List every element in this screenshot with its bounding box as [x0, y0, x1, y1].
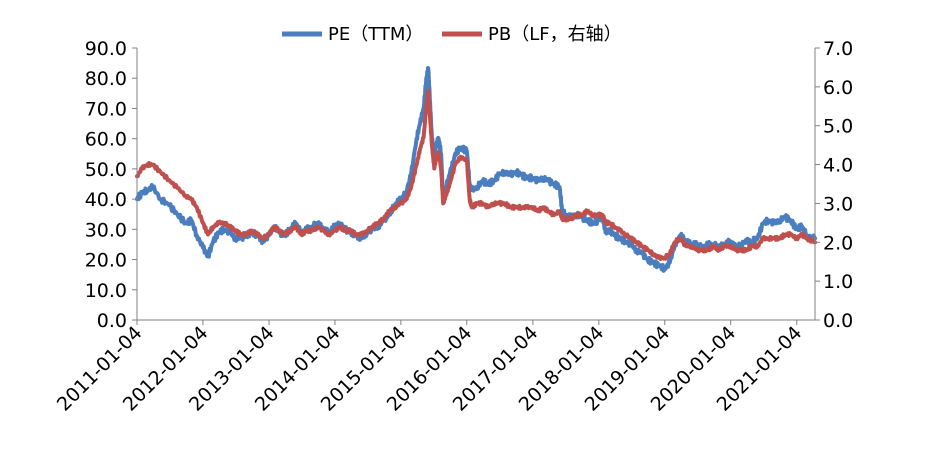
y-left-tick-label: 30.0 [85, 219, 127, 241]
series-line-pb [135, 88, 817, 261]
y-left-tick-label: 20.0 [85, 250, 127, 272]
series-layer [135, 66, 817, 273]
legend-label-pe: PE（TTM） [328, 24, 423, 45]
y-left-tick-label: 40.0 [85, 189, 127, 211]
y-right-tick-label: 5.0 [823, 116, 853, 138]
y-left-tick-label: 60.0 [85, 129, 127, 151]
y-right-tick-label: 6.0 [823, 77, 853, 99]
axes: 0.0 10.0 20.0 30.0 40.0 50.0 60.0 70.0 80.0 90.0 0… [53, 38, 853, 416]
y-left-tick-label: 0.0 [97, 310, 127, 332]
y-right-tick-label: 7.0 [823, 38, 853, 60]
y-left-tick-label: 70.0 [85, 98, 127, 120]
legend-label-pb: PB（LF，右轴） [488, 24, 622, 45]
y-left-tick-label: 80.0 [85, 68, 127, 90]
legend: PE（TTM） PB（LF，右轴） [282, 24, 622, 45]
y-left-tick-label: 90.0 [85, 38, 127, 60]
y-right-tick-label: 1.0 [823, 271, 853, 293]
y-left-tick-label: 10.0 [85, 280, 127, 302]
y-right-tick-label: 2.0 [823, 232, 853, 254]
series-line-pe [135, 66, 817, 273]
y-right-tick-label: 3.0 [823, 193, 853, 215]
y-right-tick-label: 0.0 [823, 310, 853, 332]
y-right-tick-label: 4.0 [823, 155, 853, 177]
y-left-tick-label: 50.0 [85, 159, 127, 181]
